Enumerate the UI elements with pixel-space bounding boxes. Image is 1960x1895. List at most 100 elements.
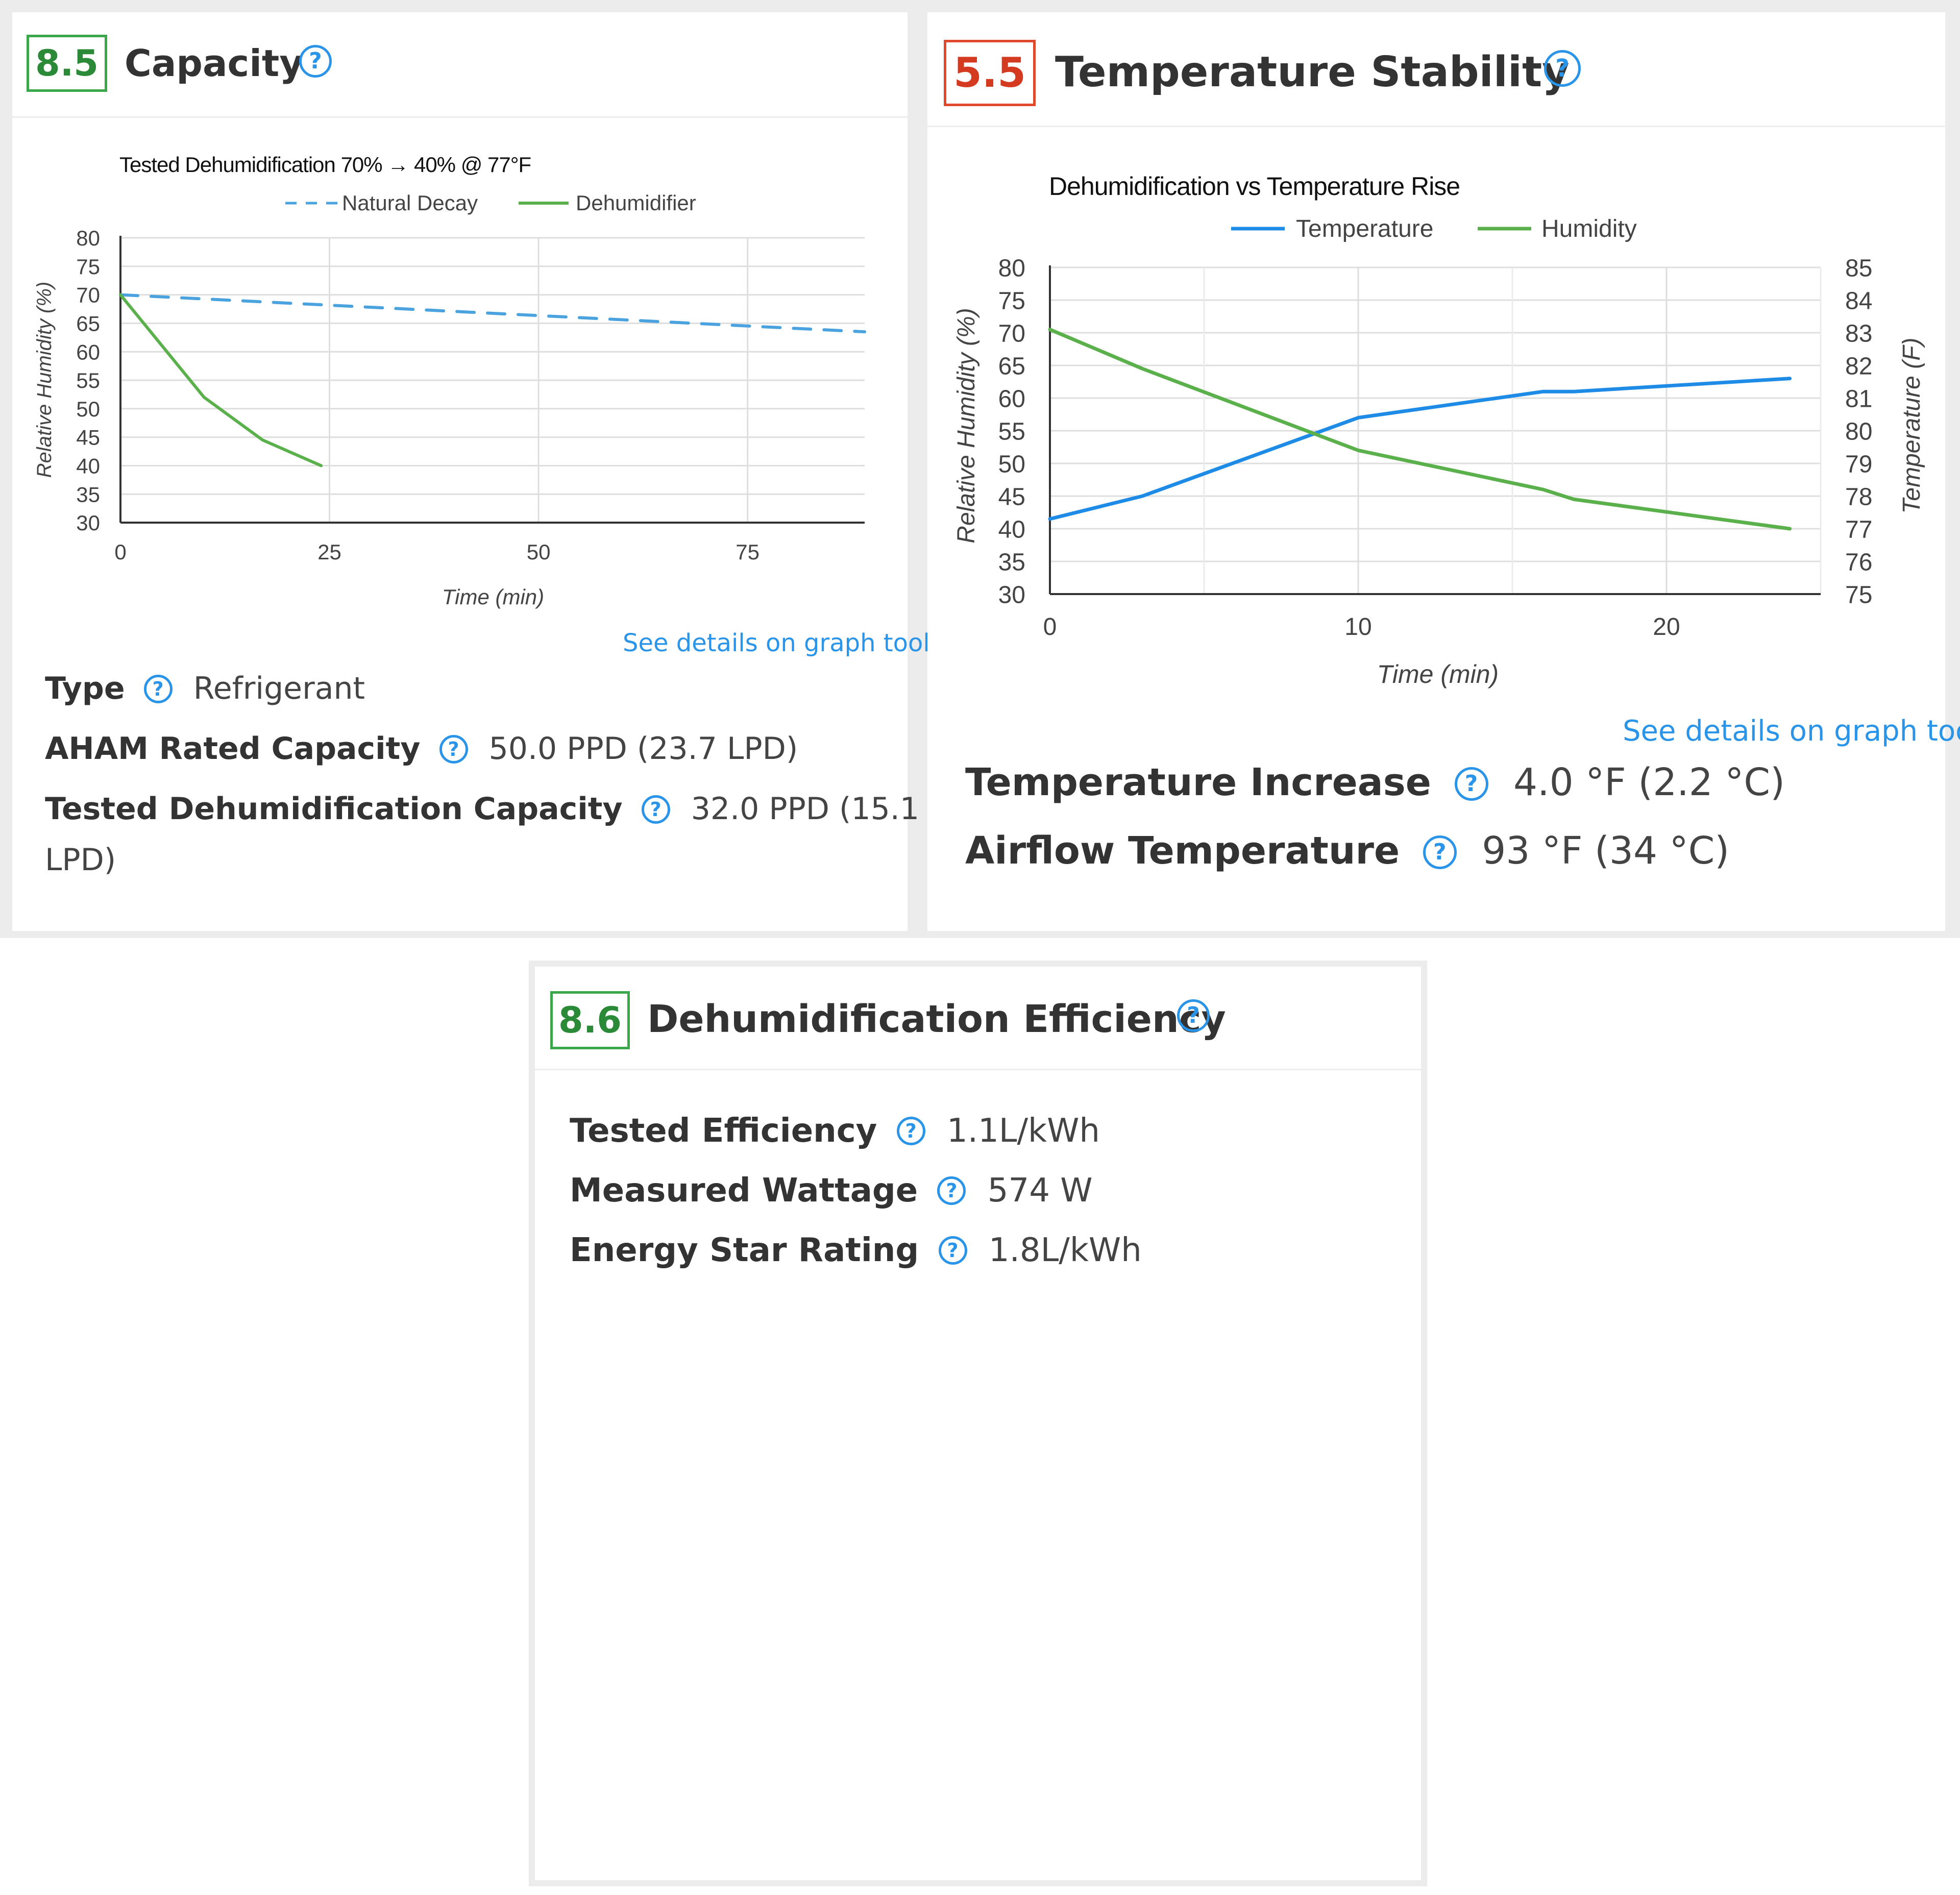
spec-value: Refrigerant bbox=[193, 671, 365, 706]
chart-title: Dehumidification vs Temperature Rise bbox=[1049, 172, 1460, 201]
spec-value: 4.0 °F (2.2 °C) bbox=[1513, 760, 1785, 804]
y2-tick-label: 81 bbox=[1845, 385, 1872, 412]
y-tick-label: 30 bbox=[998, 581, 1025, 608]
x-tick-label: 0 bbox=[1043, 613, 1057, 641]
y-axis-label: Relative Humidity (%) bbox=[33, 282, 56, 478]
spec-help-icon[interactable]: ? bbox=[896, 1117, 925, 1145]
spec-energy-star-rating: Energy Star Rating ? 1.8L/kWh bbox=[570, 1232, 1142, 1269]
y2-tick-label: 79 bbox=[1845, 451, 1872, 478]
y-tick-label: 65 bbox=[76, 312, 100, 336]
x-tick-label: 75 bbox=[736, 540, 760, 564]
spec-help-icon[interactable]: ? bbox=[938, 1236, 967, 1265]
capacity-graph-tool-link[interactable]: See details on graph tool bbox=[623, 629, 930, 657]
efficiency-title: Dehumidification Efficiency bbox=[647, 997, 1226, 1041]
spec-label: Tested Dehumidification Capacity bbox=[45, 791, 623, 827]
efficiency-card: 8.6 Dehumidification Efficiency ? Tested… bbox=[529, 961, 1427, 1886]
y2-tick-label: 75 bbox=[1845, 581, 1872, 608]
y-tick-label: 60 bbox=[76, 340, 100, 364]
capacity-score-badge: 8.5 bbox=[27, 35, 107, 92]
x-tick-label: 20 bbox=[1653, 613, 1680, 641]
temperature-stability-header: 5.5 Temperature Stability ? bbox=[927, 12, 1945, 127]
spec-measured-wattage: Measured Wattage ? 574 W bbox=[570, 1172, 1093, 1210]
capacity-help-icon[interactable]: ? bbox=[299, 45, 332, 78]
legend-humidity-label: Humidity bbox=[1541, 215, 1637, 242]
spec-value: 1.1L/kWh bbox=[947, 1112, 1100, 1150]
y-tick-label: 60 bbox=[998, 385, 1025, 412]
y-tick-label: 80 bbox=[76, 226, 100, 250]
temperature-stability-card: 5.5 Temperature Stability ? Dehumidifica… bbox=[927, 12, 1960, 931]
spec-value: 93 °F (34 °C) bbox=[1482, 829, 1730, 873]
y-tick-label: 70 bbox=[76, 283, 100, 307]
spec-value: 574 W bbox=[987, 1172, 1093, 1210]
spec-help-icon[interactable]: ? bbox=[439, 735, 468, 764]
y-tick-label: 40 bbox=[76, 454, 100, 478]
y-axis-label: Relative Humidity (%) bbox=[953, 308, 980, 543]
x-axis-label: Time (min) bbox=[1377, 660, 1499, 688]
spec-label: Measured Wattage bbox=[570, 1172, 918, 1210]
legend-natural-decay-label: Natural Decay bbox=[342, 191, 478, 215]
y-tick-label: 35 bbox=[76, 482, 100, 506]
capacity-title: Capacity bbox=[125, 42, 304, 85]
efficiency-help-icon[interactable]: ? bbox=[1177, 999, 1210, 1032]
spec-label: Airflow Temperature bbox=[965, 829, 1400, 873]
x-tick-label: 0 bbox=[114, 540, 126, 564]
y2-tick-label: 77 bbox=[1845, 516, 1872, 543]
temperature-graph-tool-link[interactable]: See details on graph tool bbox=[1623, 715, 1960, 748]
y2-axis-label: Temperature (F) bbox=[1898, 338, 1925, 514]
series-line-natural-decay bbox=[119, 293, 866, 334]
spec-value: 32.0 PPD (15.1 bbox=[691, 791, 920, 827]
y-tick-label: 30 bbox=[76, 511, 100, 535]
y2-tick-label: 78 bbox=[1845, 483, 1872, 510]
y-tick-label: 50 bbox=[998, 451, 1025, 478]
y2-tick-label: 76 bbox=[1845, 549, 1872, 576]
series-line-temperature bbox=[1048, 377, 1792, 521]
spec-value: 1.8L/kWh bbox=[988, 1232, 1142, 1269]
spec-help-icon[interactable]: ? bbox=[143, 675, 173, 703]
y-tick-label: 40 bbox=[998, 516, 1025, 543]
y2-tick-label: 82 bbox=[1845, 353, 1872, 380]
y-tick-label: 50 bbox=[76, 397, 100, 421]
legend-temperature-label: Temperature bbox=[1296, 215, 1433, 242]
x-axis-label: Time (min) bbox=[442, 585, 544, 609]
y2-tick-label: 84 bbox=[1845, 287, 1872, 314]
spec-help-icon[interactable]: ? bbox=[641, 795, 670, 824]
x-tick-label: 25 bbox=[317, 540, 341, 564]
spec-value-continued: LPD) bbox=[45, 842, 116, 878]
spec-help-icon[interactable]: ? bbox=[937, 1176, 966, 1205]
efficiency-score-badge: 8.6 bbox=[550, 991, 630, 1049]
spec-label: Energy Star Rating bbox=[570, 1232, 919, 1269]
temperature-stability-help-icon[interactable]: ? bbox=[1544, 50, 1581, 87]
y-tick-label: 55 bbox=[76, 368, 100, 392]
spec-help-icon[interactable]: ? bbox=[1454, 767, 1488, 801]
x-tick-label: 10 bbox=[1344, 613, 1371, 641]
series-line-humidity bbox=[1048, 328, 1792, 531]
y-tick-label: 75 bbox=[998, 287, 1025, 314]
spec-tested-dehumidification-capacity: Tested Dehumidification Capacity ? 32.0 … bbox=[45, 791, 919, 827]
y-tick-label: 55 bbox=[998, 418, 1025, 445]
spec-value: 50.0 PPD (23.7 LPD) bbox=[488, 731, 798, 767]
spec-value-wrap: LPD) bbox=[45, 842, 116, 878]
capacity-chart: Tested Dehumidification 70% → 40% @ 77°F… bbox=[33, 153, 866, 609]
y-tick-label: 80 bbox=[998, 255, 1025, 282]
spec-aham-rated-capacity: AHAM Rated Capacity ? 50.0 PPD (23.7 LPD… bbox=[45, 731, 798, 767]
y2-tick-label: 85 bbox=[1845, 255, 1872, 282]
y-tick-label: 65 bbox=[998, 353, 1025, 380]
legend-dehumidifier-label: Dehumidifier bbox=[576, 191, 696, 215]
x-tick-label: 50 bbox=[527, 540, 551, 564]
y-tick-label: 70 bbox=[998, 320, 1025, 347]
capacity-card-header: 8.5 Capacity ? bbox=[12, 12, 908, 118]
y2-tick-label: 80 bbox=[1845, 418, 1872, 445]
capacity-card: 8.5 Capacity ? Tested Dehumidification 7… bbox=[12, 12, 930, 931]
y-tick-label: 45 bbox=[998, 483, 1025, 510]
spec-airflow-temperature: Airflow Temperature ? 93 °F (34 °C) bbox=[965, 829, 1729, 873]
spec-tested-efficiency: Tested Efficiency ? 1.1L/kWh bbox=[570, 1112, 1100, 1150]
y2-tick-label: 83 bbox=[1845, 320, 1872, 347]
spec-help-icon[interactable]: ? bbox=[1423, 835, 1457, 869]
y-tick-label: 75 bbox=[76, 255, 100, 279]
temperature-stability-title: Temperature Stability bbox=[1055, 48, 1570, 96]
spec-type: Type ? Refrigerant bbox=[45, 671, 365, 706]
chart-title: Tested Dehumidification 70% → 40% @ 77°F bbox=[119, 153, 531, 177]
spec-label: Temperature Increase bbox=[965, 760, 1431, 804]
spec-label: AHAM Rated Capacity bbox=[45, 731, 421, 767]
spec-temperature-increase: Temperature Increase ? 4.0 °F (2.2 °C) bbox=[965, 760, 1785, 805]
